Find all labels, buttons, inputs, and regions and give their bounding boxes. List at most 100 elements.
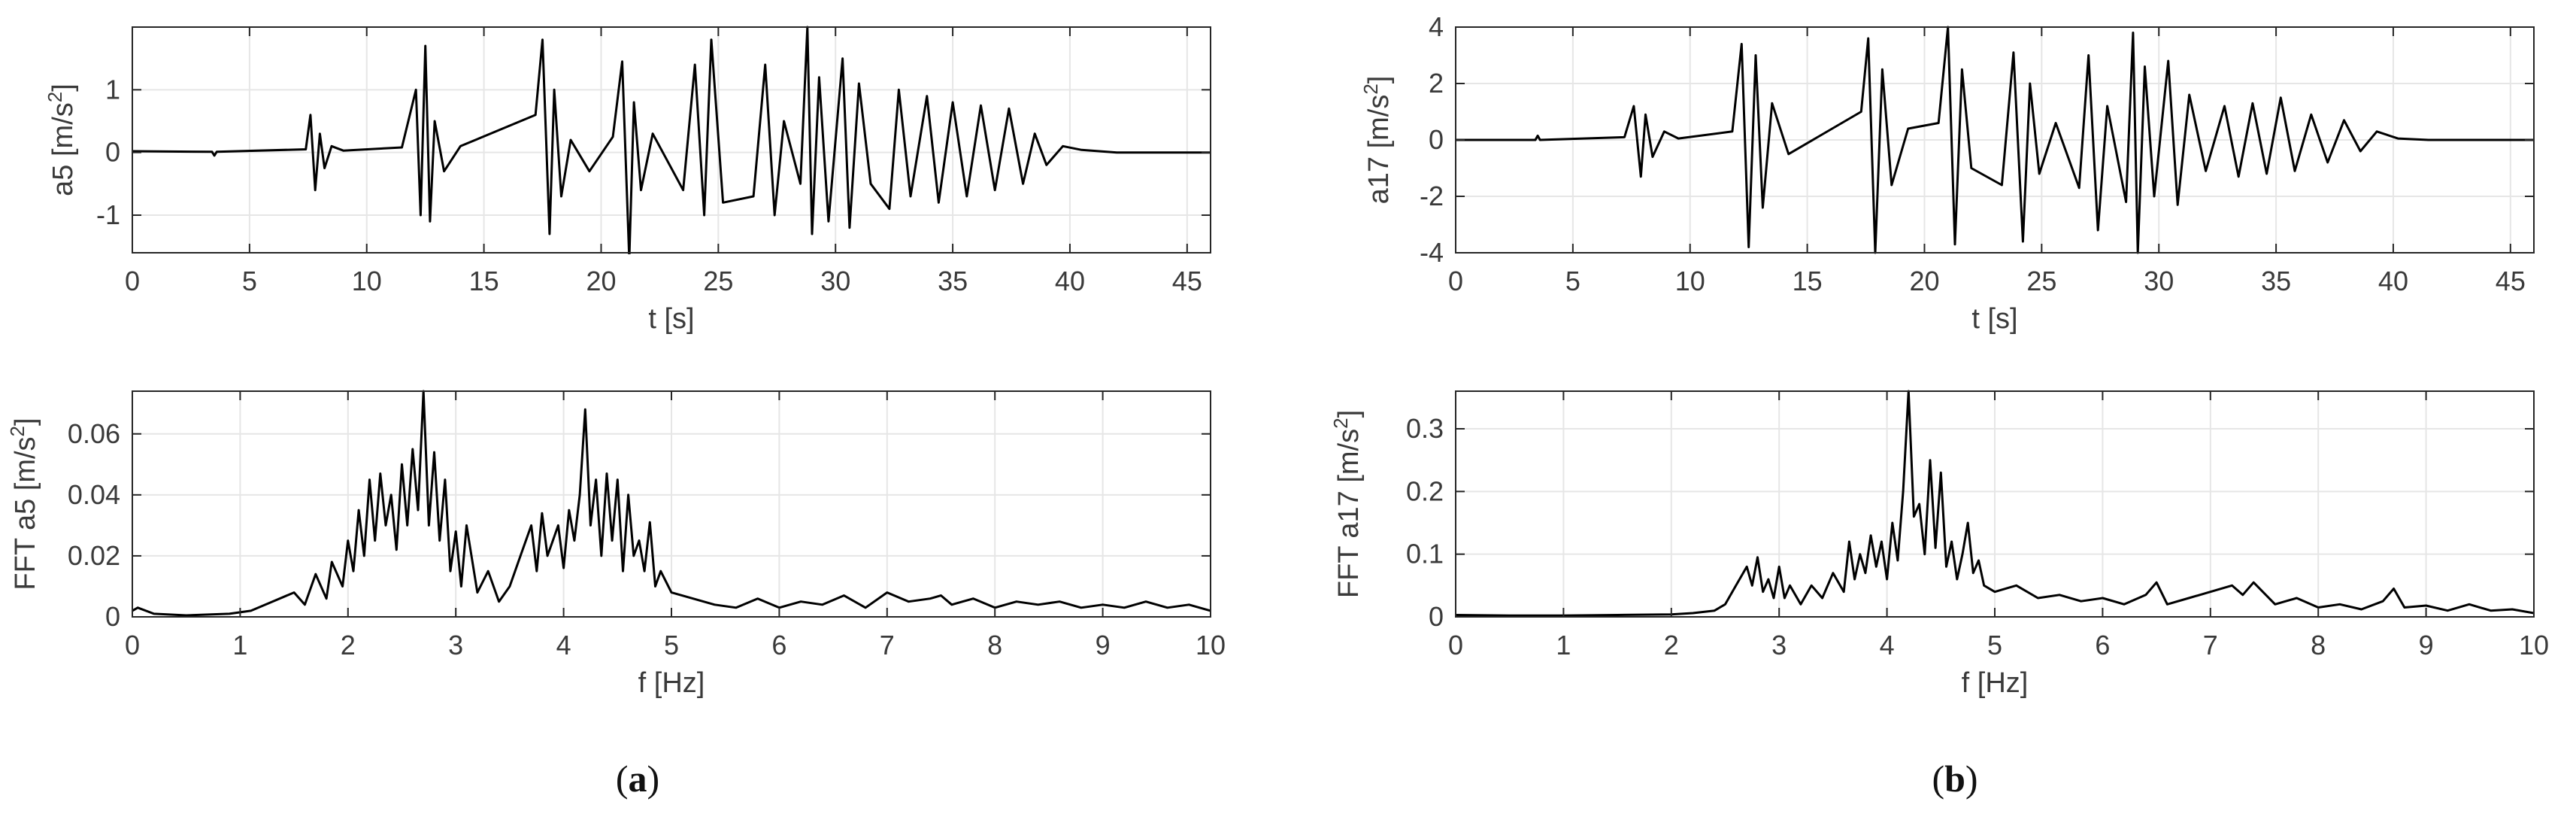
y-axis-label-close: ] (1333, 410, 1365, 418)
y-tick-label: 0.3 (1406, 413, 1444, 444)
y-axis-label-close: ] (1363, 76, 1395, 84)
y-tick-label: 0.06 (68, 418, 120, 449)
y-axis-label-sup: 2 (44, 92, 66, 102)
x-tick-label: 20 (586, 266, 616, 296)
x-axis-label: f [Hz] (638, 667, 705, 699)
y-axis-label: FFT a17 [m/s2] (1329, 410, 1365, 598)
y-axis-label-sup: 2 (1359, 84, 1382, 94)
x-tick-label: 0 (1448, 630, 1463, 660)
x-tick-label: 30 (2144, 266, 2174, 296)
axes-box (132, 26, 1211, 254)
caption-a: (a) (616, 758, 659, 800)
y-axis-label-base: a5 [m/s (47, 102, 79, 196)
x-tick-label: 6 (2095, 630, 2110, 660)
x-tick-label: 8 (2311, 630, 2326, 660)
y-tick-label: 4 (1429, 11, 1444, 42)
x-tick-label: 35 (2261, 266, 2291, 296)
x-tick-label: 30 (820, 266, 850, 296)
x-tick-label: 1 (232, 630, 247, 660)
y-tick-label: -4 (1420, 237, 1444, 268)
caption-b-letter: b (1944, 758, 1965, 800)
y-tick-label: -2 (1420, 181, 1444, 211)
y-axis-label: a5 [m/s2] (44, 84, 79, 196)
caption-a-open: ( (616, 758, 629, 800)
y-tick-label: 0.1 (1406, 539, 1444, 569)
y-axis-label: a17 [m/s2] (1359, 76, 1395, 205)
y-axis-label-base: FFT a5 [m/s (10, 436, 41, 590)
x-tick-label: 5 (1565, 266, 1580, 296)
x-axis-label: t [s] (1971, 303, 2017, 335)
x-tick-label: 40 (2378, 266, 2408, 296)
y-tick-label: 0.2 (1406, 475, 1444, 506)
x-tick-label: 10 (1196, 630, 1226, 660)
y-tick-label: 0 (1429, 601, 1444, 632)
y-tick-label: 0.04 (68, 479, 120, 510)
y-axis-label-base: FFT a17 [m/s (1333, 429, 1365, 598)
x-tick-label: 7 (880, 630, 895, 660)
series-line-0 (132, 26, 1211, 254)
x-tick-label: 45 (2496, 266, 2526, 296)
x-tick-label: 5 (664, 630, 679, 660)
y-axis-label-close: ] (10, 418, 41, 426)
x-tick-label: 15 (1793, 266, 1823, 296)
caption-b-open: ( (1932, 758, 1944, 800)
x-axis-label: t [s] (648, 303, 694, 335)
x-tick-label: 6 (771, 630, 786, 660)
x-tick-label: 4 (556, 630, 571, 660)
x-tick-label: 25 (703, 266, 733, 296)
y-tick-label: 1 (105, 74, 120, 105)
y-axis-label-close: ] (47, 84, 79, 92)
y-tick-label: 0 (105, 137, 120, 168)
caption-a-close: ) (647, 758, 660, 800)
x-tick-label: 8 (987, 630, 1002, 660)
x-tick-label: 1 (1556, 630, 1571, 660)
x-tick-label: 0 (125, 266, 140, 296)
x-tick-label: 10 (352, 266, 382, 296)
y-tick-label: 0 (105, 601, 120, 632)
x-tick-label: 40 (1055, 266, 1085, 296)
chart-a17_fft: 0 1 2 3 4 5 6 7 8 9 10 0 0.1 0.2 0.3 f [Hz] FFT a17 [m/s… (1329, 390, 2549, 699)
y-tick-label: 0 (1429, 124, 1444, 155)
caption-a-text: (a) (616, 758, 659, 800)
x-axis-label: f [Hz] (1962, 667, 2029, 699)
x-tick-label: 5 (1987, 630, 2002, 660)
x-tick-label: 0 (1448, 266, 1463, 296)
y-tick-label: -1 (96, 199, 120, 230)
y-axis-label-base: a17 [m/s (1363, 95, 1395, 205)
caption-b-text: (b) (1932, 758, 1977, 800)
y-axis-label-sup: 2 (6, 426, 29, 436)
plot-area (132, 27, 1211, 253)
x-tick-label: 25 (2026, 266, 2056, 296)
y-tick-label: 0.02 (68, 540, 120, 571)
x-tick-label: 5 (242, 266, 257, 296)
chart-a5_fft: 0 1 2 3 4 5 6 7 8 9 10 0 0.02 0.04 0.06 f [Hz] FFT a5 [m… (6, 390, 1226, 699)
y-tick-label: 2 (1429, 68, 1444, 99)
chart-a5_time: 0 5 10 15 20 25 30 35 40 45 -1 0 1 t [s] a5 [m/s2] (44, 26, 1211, 335)
x-tick-label: 9 (1096, 630, 1111, 660)
x-tick-label: 45 (1172, 266, 1202, 296)
series-line-0 (1456, 26, 2534, 254)
x-tick-label: 4 (1880, 630, 1895, 660)
caption-b: (b) (1932, 758, 1977, 800)
caption-a-letter: a (629, 758, 647, 800)
x-tick-label: 9 (2419, 630, 2434, 660)
series-line-0 (132, 390, 1211, 617)
x-tick-label: 35 (938, 266, 968, 296)
x-tick-label: 10 (1675, 266, 1705, 296)
series-line-0 (1456, 390, 2534, 617)
x-tick-label: 3 (448, 630, 463, 660)
x-tick-label: 3 (1771, 630, 1787, 660)
x-tick-label: 10 (2519, 630, 2549, 660)
y-axis-label-sup: 2 (1329, 418, 1352, 428)
x-tick-label: 0 (125, 630, 140, 660)
x-tick-label: 2 (341, 630, 356, 660)
x-tick-label: 2 (1664, 630, 1679, 660)
x-tick-label: 7 (2203, 630, 2218, 660)
x-tick-label: 20 (1909, 266, 1939, 296)
caption-b-close: ) (1965, 758, 1978, 800)
y-axis-label: FFT a5 [m/s2] (6, 418, 41, 590)
x-tick-label: 15 (469, 266, 499, 296)
